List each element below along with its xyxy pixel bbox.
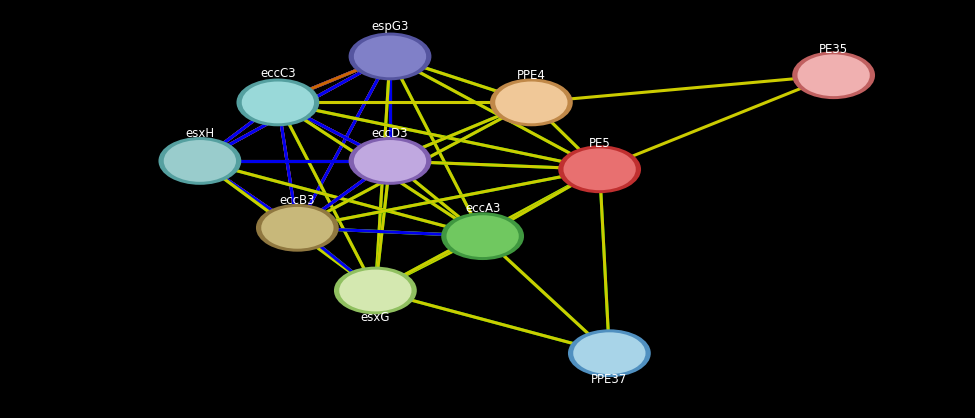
Ellipse shape [794,52,874,98]
Ellipse shape [569,330,649,376]
Ellipse shape [574,334,644,373]
Ellipse shape [565,150,635,189]
Text: eccA3: eccA3 [465,202,500,216]
Text: eccB3: eccB3 [280,194,315,207]
Text: PPE4: PPE4 [517,69,546,82]
Ellipse shape [243,83,313,122]
Text: espG3: espG3 [371,20,409,33]
Ellipse shape [257,205,337,251]
Text: esxG: esxG [361,311,390,324]
Ellipse shape [448,217,518,256]
Ellipse shape [262,208,332,247]
Ellipse shape [335,268,415,314]
Ellipse shape [355,141,425,181]
Ellipse shape [340,271,410,310]
Text: eccC3: eccC3 [260,67,295,81]
Ellipse shape [238,79,318,125]
Text: PPE37: PPE37 [591,372,628,386]
Ellipse shape [165,141,235,181]
Ellipse shape [496,83,566,122]
Text: esxH: esxH [185,127,214,140]
Ellipse shape [799,56,869,95]
Ellipse shape [350,33,430,79]
Ellipse shape [350,138,430,184]
Ellipse shape [160,138,240,184]
Text: PE5: PE5 [589,137,610,150]
Ellipse shape [491,79,571,125]
Text: PE35: PE35 [819,43,848,56]
Ellipse shape [355,37,425,76]
Text: eccD3: eccD3 [371,127,409,140]
Ellipse shape [443,213,523,259]
Ellipse shape [560,146,640,192]
